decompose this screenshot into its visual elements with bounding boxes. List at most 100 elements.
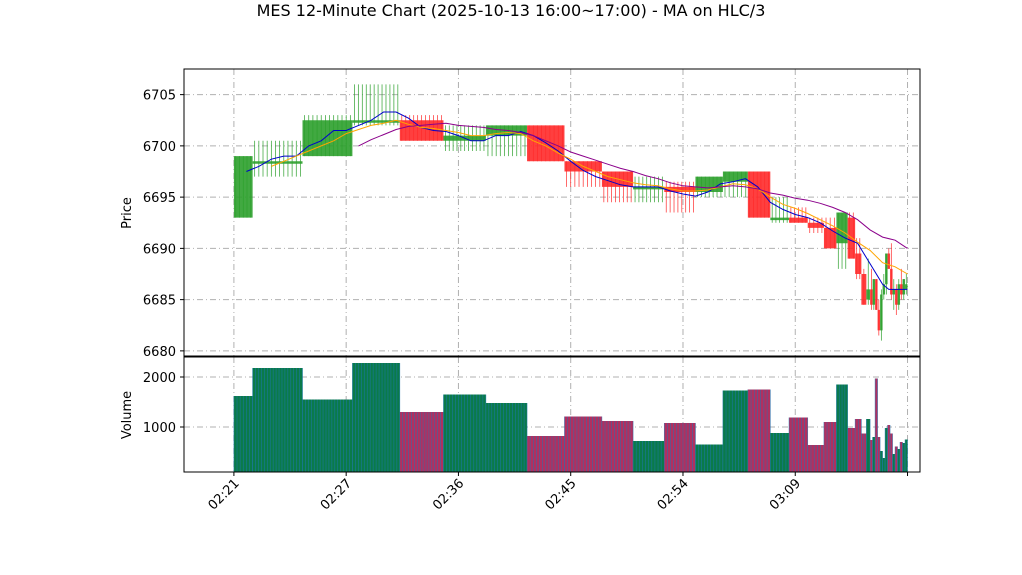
volume-bar (847, 428, 856, 472)
volume-ylabel: Volume (120, 391, 135, 439)
candle-body (882, 284, 886, 295)
volume-bar-fill (887, 425, 891, 472)
candle-body (870, 289, 873, 305)
volume-bar-fill (890, 433, 893, 472)
volume-bar-fill (866, 419, 871, 472)
volume-bar (788, 417, 809, 472)
volume-bar-fill (882, 458, 886, 472)
volume-bar-fill (880, 451, 883, 472)
volume-bar (807, 445, 825, 472)
volume-bar (866, 419, 871, 472)
ma-line-ma_slow (358, 122, 908, 249)
price-tick-label: 6705 (143, 89, 176, 104)
candle-body (664, 186, 696, 192)
price-ma-lines (246, 111, 908, 290)
candle (352, 84, 400, 126)
candle (905, 274, 908, 295)
volume-bar (564, 416, 603, 472)
x-tick-label: 02:54 (655, 476, 692, 513)
candle (895, 284, 898, 315)
candle-body (902, 279, 906, 295)
volume-bar-fill (875, 378, 878, 472)
candle (872, 279, 876, 310)
x-tick-label: 03:09 (767, 476, 804, 513)
candle (633, 176, 665, 203)
volume-bar-fill (872, 437, 876, 472)
volume-y-ticks: 1000 2000 (143, 371, 184, 436)
candle (747, 171, 771, 218)
volume-bar-fill (885, 428, 888, 472)
volume-bar (526, 436, 565, 472)
volume-bar (695, 444, 724, 472)
chart-title: MES 12-Minute Chart (2025-10-13 16:00~17… (257, 1, 766, 20)
candle-body (890, 268, 893, 295)
volume-bar-fill (695, 444, 723, 472)
volume-bar-fill (807, 445, 824, 472)
price-grid (184, 69, 920, 356)
candle-body (877, 309, 881, 331)
volume-bar (887, 425, 891, 472)
price-tick-label: 6680 (143, 345, 176, 360)
price-tick-label: 6700 (143, 140, 176, 155)
candle (527, 125, 565, 162)
ma-line-ma_fast (246, 111, 908, 290)
candle-body (905, 284, 908, 290)
candle-body (885, 253, 888, 285)
volume-bar (889, 433, 893, 472)
candle-body (399, 120, 444, 141)
volume-bar-fill (399, 412, 444, 472)
candle-body (872, 279, 876, 305)
candle (399, 115, 444, 141)
volume-bar (747, 389, 771, 472)
candle-body (252, 161, 303, 164)
candle-body (789, 217, 808, 223)
volume-bar (897, 449, 901, 472)
candle-body (233, 156, 253, 218)
candle-body (770, 217, 790, 221)
candle (880, 289, 883, 341)
candle-body (861, 274, 867, 305)
candle-body (722, 171, 748, 182)
candle (233, 156, 253, 218)
x-tick-label: 02:21 (206, 476, 243, 513)
volume-axes-frame (183, 356, 921, 473)
candle (770, 197, 790, 223)
volume-bar (899, 442, 903, 472)
volume-bar (252, 368, 303, 472)
volume-tick-label: 1000 (143, 421, 176, 436)
price-ylabel: Price (120, 197, 135, 229)
volume-bar (884, 428, 888, 472)
volume-bar-fill (905, 439, 908, 472)
volume-bar-fill (897, 449, 901, 472)
volume-bar (854, 419, 862, 472)
x-tick-label: 02:36 (430, 476, 467, 513)
volume-panel: 1000 2000 Volume (120, 356, 921, 473)
candle-body (897, 284, 901, 305)
volume-bar-fill (902, 443, 906, 472)
volume-bar (861, 433, 867, 472)
volume-bar (770, 433, 790, 472)
candle (877, 299, 881, 336)
volume-bar (902, 443, 906, 472)
volume-bar-fill (747, 389, 771, 472)
volume-bar (892, 454, 896, 472)
candle (875, 279, 878, 310)
volume-bar-fill (252, 368, 303, 472)
volume-bar (399, 412, 444, 472)
ma-line-ma_mid (271, 119, 908, 275)
candle-body (895, 289, 898, 305)
candle-body (866, 289, 871, 300)
x-tick-label: 02:45 (542, 476, 579, 513)
volume-bar-fill (877, 437, 881, 472)
volume-bar (632, 441, 665, 472)
volume-bar (443, 394, 487, 472)
volume-bar (722, 390, 749, 472)
volume-bars (233, 363, 908, 472)
price-axes-frame (183, 68, 921, 357)
volume-bar (601, 421, 634, 472)
volume-bar (233, 396, 253, 472)
volume-bar-fill (302, 399, 353, 472)
candle-body (836, 212, 848, 244)
price-panel: 6680 6685 6690 6695 6700 6705 Price (120, 68, 921, 360)
